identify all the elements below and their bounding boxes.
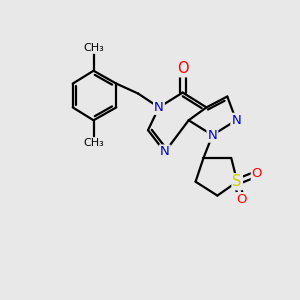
Text: O: O bbox=[177, 61, 188, 76]
Text: N: N bbox=[154, 101, 164, 114]
Text: O: O bbox=[252, 167, 262, 180]
Text: N: N bbox=[208, 129, 217, 142]
Text: S: S bbox=[232, 174, 242, 189]
Text: N: N bbox=[231, 114, 241, 127]
Text: CH₃: CH₃ bbox=[83, 43, 104, 53]
Text: CH₃: CH₃ bbox=[83, 138, 104, 148]
Text: O: O bbox=[236, 193, 246, 206]
Text: N: N bbox=[160, 146, 170, 158]
